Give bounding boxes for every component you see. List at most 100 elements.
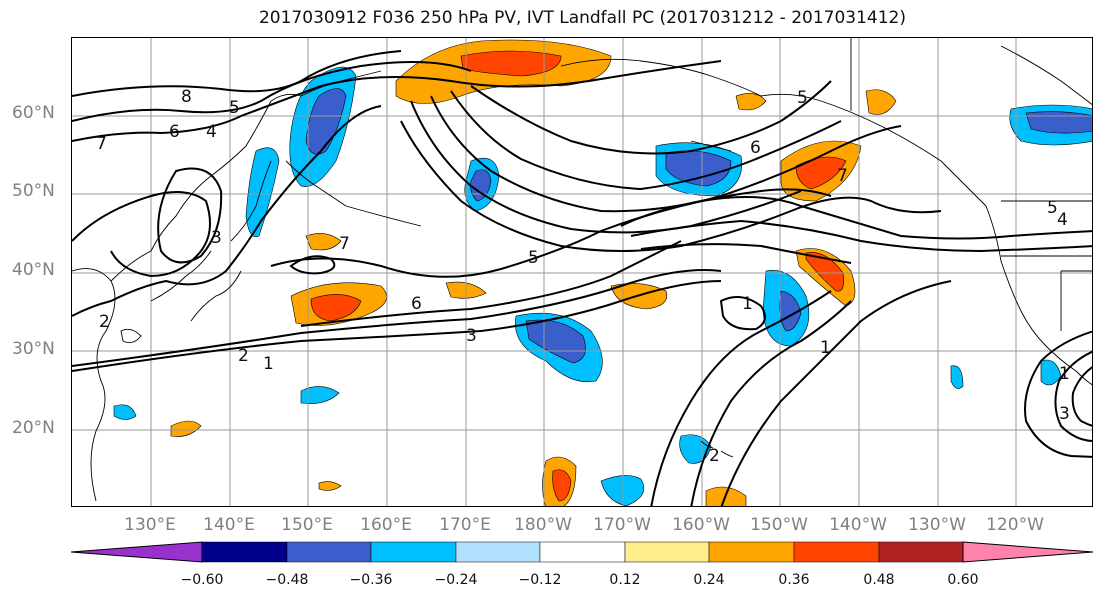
contour-label: 2	[238, 346, 249, 366]
pv-contour	[1024, 330, 1092, 458]
lon-label-140w: 140°W	[829, 515, 887, 535]
colorbar-extend-low	[71, 541, 203, 563]
negative-region-core	[665, 150, 732, 187]
contour-label: 1	[742, 294, 753, 314]
contour-label: 1	[263, 354, 274, 374]
pv-contour	[450, 90, 842, 191]
graticule	[72, 38, 1092, 506]
pv-contour	[470, 80, 832, 155]
pv-contour	[690, 300, 852, 506]
pv-contour	[270, 188, 832, 278]
contour-label: 2	[99, 312, 110, 332]
pv-contour	[620, 196, 1092, 240]
lon-label-180w: 180°W	[514, 515, 572, 535]
contour-label: 4	[206, 122, 217, 142]
negative-region	[950, 365, 964, 389]
contour-label: 6	[750, 138, 761, 158]
pv-contour	[650, 290, 832, 506]
pv-contours	[72, 50, 1092, 506]
positive-region	[305, 233, 342, 251]
colorbar-tick-label: 0.12	[609, 572, 641, 588]
contour-label: 1	[1059, 364, 1070, 384]
colorbar-extend-high	[962, 541, 1094, 563]
lat-label-50n: 50°N	[12, 181, 55, 201]
lon-label-120w: 120°W	[986, 515, 1044, 535]
lon-label-160e: 160°E	[360, 515, 412, 535]
colorbar-cell	[201, 541, 288, 563]
contour-label: 7	[339, 234, 350, 254]
colorbar-tick-label: 0.48	[863, 572, 895, 588]
lon-label-130w: 130°W	[908, 515, 966, 535]
lon-label-160w: 160°W	[672, 515, 730, 535]
pv-contour	[72, 269, 722, 367]
lon-label-130e: 130°E	[124, 515, 176, 535]
colorbar-tick-label: −0.60	[180, 572, 224, 588]
negative-region	[300, 386, 340, 404]
lon-label-150e: 150°E	[281, 515, 333, 535]
lat-label-20n: 20°N	[12, 418, 55, 438]
contour-label: 3	[466, 326, 477, 346]
colorbar-tick-label: 0.60	[947, 572, 979, 588]
colorbar-tick-label: 0.36	[778, 572, 810, 588]
positive-region-core	[460, 50, 562, 77]
positive-region	[865, 89, 897, 115]
pv-contour	[72, 60, 722, 142]
negative-region	[1040, 359, 1062, 386]
pv-contour	[1054, 350, 1092, 442]
positive-region	[170, 420, 202, 437]
positive-region	[735, 93, 767, 111]
lat-label-40n: 40°N	[12, 260, 55, 280]
colorbar-tick-label: −0.24	[434, 572, 478, 588]
pv-contour	[72, 61, 472, 122]
colorbar-tick-label: −0.36	[349, 572, 393, 588]
pv-contour	[289, 255, 336, 275]
map-panel: 8 7 6 5 4 3 2 7 5 6 3 2 1 1 1 5 1 7 6 5 …	[71, 37, 1093, 507]
contour-label: 4	[1057, 210, 1068, 230]
negative-region	[679, 434, 712, 464]
lon-label-170e: 170°E	[439, 515, 491, 535]
positive-region-core	[805, 252, 844, 292]
negative-region-core	[1025, 111, 1092, 134]
pv-contour	[72, 105, 382, 317]
contour-label: 7	[837, 166, 848, 186]
contour-label: 5	[528, 248, 539, 268]
pv-contour	[157, 167, 223, 264]
lon-label-150w: 150°W	[750, 515, 808, 535]
colorbar-cell	[539, 541, 626, 563]
pv-contour	[410, 100, 802, 234]
colorbar-cells	[71, 541, 1094, 563]
pv-contour	[430, 95, 902, 213]
contour-label: 3	[1059, 404, 1070, 424]
colorbar-cell	[708, 541, 795, 563]
contour-label: 6	[169, 122, 180, 142]
map-canvas: 8 7 6 5 4 3 2 7 5 6 3 2 1 1 1 5 1 7 6 5 …	[72, 38, 1092, 506]
contour-label: 5	[1047, 198, 1058, 218]
positive-region-core	[310, 294, 362, 322]
colorbar	[71, 541, 1094, 563]
colorbar-cell	[370, 541, 457, 563]
contour-label: 2	[709, 446, 720, 466]
pv-contour	[720, 280, 952, 506]
pv-contour	[300, 240, 682, 327]
colorbar-tick-label: −0.12	[518, 572, 562, 588]
lat-label-60n: 60°N	[12, 103, 55, 123]
colorbar-cell	[286, 541, 372, 563]
pv-contour	[640, 243, 852, 264]
colorbar-cell	[624, 541, 710, 563]
contour-label: 1	[820, 338, 831, 358]
positive-region	[318, 481, 342, 491]
pv-contour	[72, 191, 211, 278]
map-title: 2017030912 F036 250 hPa PV, IVT Landfall…	[258, 8, 906, 28]
colorbar-tick-label: 0.24	[693, 572, 725, 588]
colorbar-cell	[878, 541, 964, 563]
negative-region	[600, 475, 645, 506]
pv-contour	[400, 120, 942, 252]
pv-contour	[719, 296, 766, 331]
positive-region-core	[552, 469, 572, 502]
contour-label: 3	[211, 228, 222, 248]
colorbar-cell	[455, 541, 541, 563]
contour-label: 5	[229, 98, 240, 118]
lat-label-30n: 30°N	[12, 339, 55, 359]
negative-region	[245, 147, 280, 238]
contour-label: 5	[797, 88, 808, 108]
